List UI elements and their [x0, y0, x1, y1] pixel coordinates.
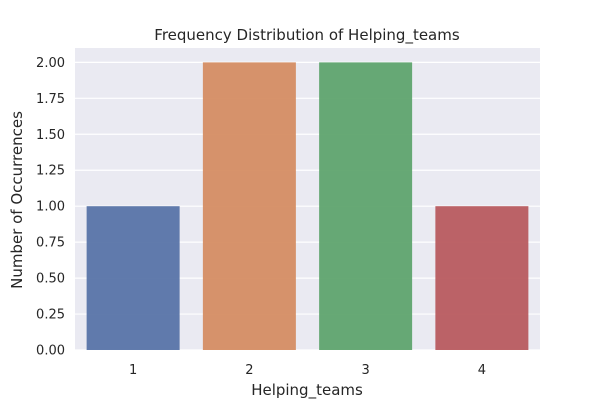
bar-4 [435, 206, 529, 350]
x-tick-label: 2 [245, 363, 253, 378]
x-axis-label: Helping_teams [251, 381, 363, 400]
y-tick-label: 1.50 [36, 128, 65, 143]
y-tick-label: 1.75 [36, 92, 65, 107]
bar-3 [319, 62, 413, 350]
y-tick-label: 2.00 [36, 56, 65, 71]
y-tick-label: 0.75 [36, 236, 65, 251]
x-tick-label: 1 [129, 363, 137, 378]
y-tick-label: 0.50 [36, 272, 65, 287]
y-tick-label: 1.25 [36, 164, 65, 179]
y-tick-labels: 0.00 0.25 0.50 0.75 1.00 1.25 1.50 1.75 2.00 [36, 56, 65, 359]
chart-title: Frequency Distribution of Helping_teams [154, 26, 460, 45]
y-tick-label: 0.00 [36, 344, 65, 359]
x-tick-label: 3 [361, 363, 369, 378]
x-tick-label: 4 [478, 363, 486, 378]
y-tick-label: 0.25 [36, 308, 65, 323]
x-tick-labels: 1 2 3 4 [129, 363, 486, 378]
bar-2 [202, 62, 296, 350]
y-axis-label: Number of Occurrences [8, 111, 26, 289]
y-tick-label: 1.00 [36, 200, 65, 215]
bars [86, 62, 529, 350]
bar-1 [86, 206, 180, 350]
